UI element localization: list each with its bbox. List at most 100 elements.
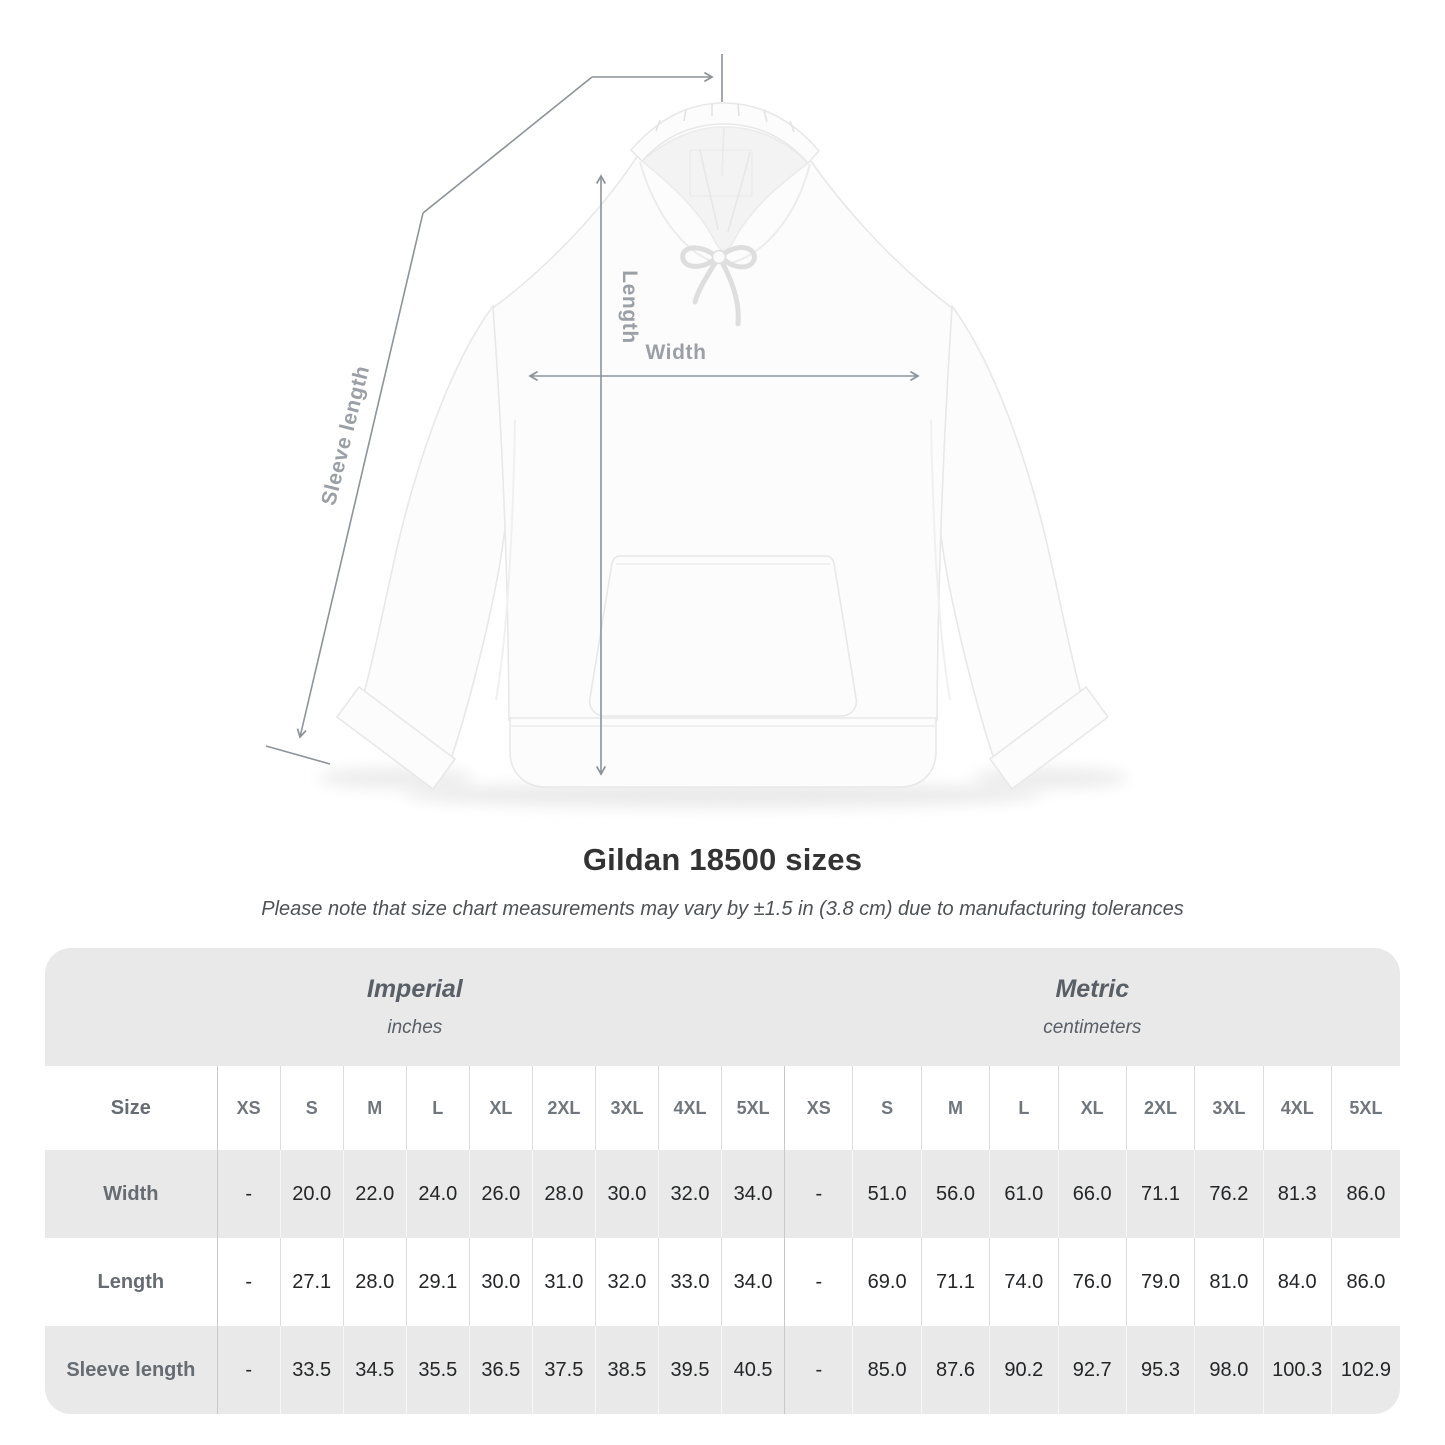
- value-cell: 33.0: [657, 1238, 722, 1326]
- sleeve-measure-arm-segment: [296, 212, 424, 739]
- tolerance-note: Please note that size chart measurements…: [261, 898, 1184, 920]
- row-label-length: Length: [45, 1238, 218, 1326]
- value-cell: 20.0: [279, 1150, 344, 1238]
- hoodie-diagram-svg: Width Length Sleeve length: [265, 54, 1128, 808]
- row-label-sleeve-length: Sleeve length: [45, 1326, 218, 1414]
- size-header: 3XL: [594, 1066, 659, 1150]
- value-cell: 87.6: [920, 1326, 990, 1414]
- value-cell: 32.0: [657, 1150, 722, 1238]
- value-cell: 51.0: [852, 1150, 922, 1238]
- width-label: Width: [645, 341, 706, 364]
- sleeve-measure-cuff-tick: [265, 745, 331, 765]
- size-header: XS: [784, 1066, 853, 1150]
- size-table-grid: Imperial inches Metric centimeters Size …: [45, 948, 1400, 1414]
- value-cell: 100.3: [1262, 1326, 1332, 1414]
- size-header: L: [405, 1066, 470, 1150]
- hoodie-hem-band: [509, 717, 937, 788]
- value-cell: 34.0: [721, 1238, 785, 1326]
- value-cell: 74.0: [989, 1238, 1058, 1326]
- metric-label: Metric: [1055, 975, 1130, 1003]
- value-cell: -: [216, 1238, 281, 1326]
- value-cell: 76.2: [1194, 1150, 1264, 1238]
- size-column-label: Size: [45, 1066, 218, 1150]
- value-cell: 37.5: [531, 1326, 596, 1414]
- value-cell: 22.0: [342, 1150, 407, 1238]
- hoodie-pocket: [588, 555, 858, 717]
- sleeve-measure-shoulder-segment: [422, 76, 593, 214]
- size-header: 4XL: [1262, 1066, 1332, 1150]
- value-cell: 32.0: [594, 1238, 659, 1326]
- value-cell: -: [216, 1150, 281, 1238]
- value-cell: 102.9: [1330, 1326, 1400, 1414]
- hoodie-left-sleeve: [363, 304, 516, 764]
- value-cell: 86.0: [1330, 1150, 1400, 1238]
- value-cell: 81.0: [1194, 1238, 1264, 1326]
- value-cell: -: [784, 1238, 853, 1326]
- hoodie-right-sleeve: [929, 304, 1082, 764]
- size-header: 4XL: [657, 1066, 722, 1150]
- value-cell: 38.5: [594, 1326, 659, 1414]
- value-cell: 66.0: [1057, 1150, 1127, 1238]
- row-label-width: Width: [45, 1150, 218, 1238]
- size-table: Imperial inches Metric centimeters Size …: [45, 948, 1400, 1414]
- value-cell: 35.5: [405, 1326, 470, 1414]
- value-cell: -: [784, 1150, 853, 1238]
- value-cell: 34.5: [342, 1326, 407, 1414]
- value-cell: 69.0: [852, 1238, 922, 1326]
- value-cell: 81.3: [1262, 1150, 1332, 1238]
- size-header: L: [989, 1066, 1058, 1150]
- value-cell: 85.0: [852, 1326, 922, 1414]
- hoodie-hood-interior: [640, 126, 810, 252]
- value-cell: -: [216, 1326, 281, 1414]
- size-header: 2XL: [531, 1066, 596, 1150]
- value-cell: 79.0: [1125, 1238, 1195, 1326]
- value-cell: 29.1: [405, 1238, 470, 1326]
- size-header: M: [342, 1066, 407, 1150]
- measurement-diagram: Width Length Sleeve length: [265, 54, 1128, 808]
- hoodie-drawstrings: [680, 244, 757, 327]
- value-cell: 71.1: [920, 1238, 990, 1326]
- width-row: Width - 20.0 22.0 24.0 26.0 28.0 30.0 32…: [45, 1150, 1400, 1238]
- value-cell: 39.5: [657, 1326, 722, 1414]
- size-header: 2XL: [1125, 1066, 1195, 1150]
- length-row: Length - 27.1 28.0 29.1 30.0 31.0 32.0 3…: [45, 1238, 1400, 1326]
- value-cell: 24.0: [405, 1150, 470, 1238]
- size-header: S: [852, 1066, 922, 1150]
- size-header-row: Size XS S M L XL 2XL 3XL 4XL 5XL XS S M …: [45, 1066, 1400, 1150]
- value-cell: 33.5: [279, 1326, 344, 1414]
- size-header: XS: [216, 1066, 281, 1150]
- imperial-label: Imperial: [366, 975, 463, 1003]
- value-cell: 40.5: [721, 1326, 785, 1414]
- imperial-unit: inches: [387, 1017, 443, 1038]
- sleeve-length-row: Sleeve length - 33.5 34.5 35.5 36.5 37.5…: [45, 1326, 1400, 1414]
- size-header: 3XL: [1194, 1066, 1264, 1150]
- size-header: S: [279, 1066, 344, 1150]
- value-cell: 30.0: [468, 1238, 533, 1326]
- value-cell: 98.0: [1194, 1326, 1264, 1414]
- value-cell: 34.0: [721, 1150, 785, 1238]
- hoodie-illustration: [335, 102, 1110, 791]
- value-cell: 26.0: [468, 1150, 533, 1238]
- value-cell: 76.0: [1057, 1238, 1127, 1326]
- unit-header-row: Imperial inches Metric centimeters: [45, 948, 1400, 1066]
- hoodie-right-cuff: [988, 685, 1110, 791]
- length-label: Length: [618, 270, 641, 344]
- value-cell: 95.3: [1125, 1326, 1195, 1414]
- size-header: 5XL: [1330, 1066, 1400, 1150]
- sleeve-length-label: Sleeve length: [317, 363, 374, 507]
- size-header: M: [920, 1066, 990, 1150]
- value-cell: 84.0: [1262, 1238, 1332, 1326]
- value-cell: 61.0: [989, 1150, 1058, 1238]
- value-cell: 71.1: [1125, 1150, 1195, 1238]
- metric-unit: centimeters: [1043, 1017, 1142, 1038]
- value-cell: 30.0: [594, 1150, 659, 1238]
- value-cell: 31.0: [531, 1238, 596, 1326]
- value-cell: 28.0: [342, 1238, 407, 1326]
- value-cell: 90.2: [989, 1326, 1058, 1414]
- value-cell: 86.0: [1330, 1238, 1400, 1326]
- imperial-header: Imperial inches: [45, 948, 785, 1066]
- hoodie-left-cuff: [335, 685, 457, 791]
- value-cell: 36.5: [468, 1326, 533, 1414]
- hoodie-hood-band: [629, 102, 821, 165]
